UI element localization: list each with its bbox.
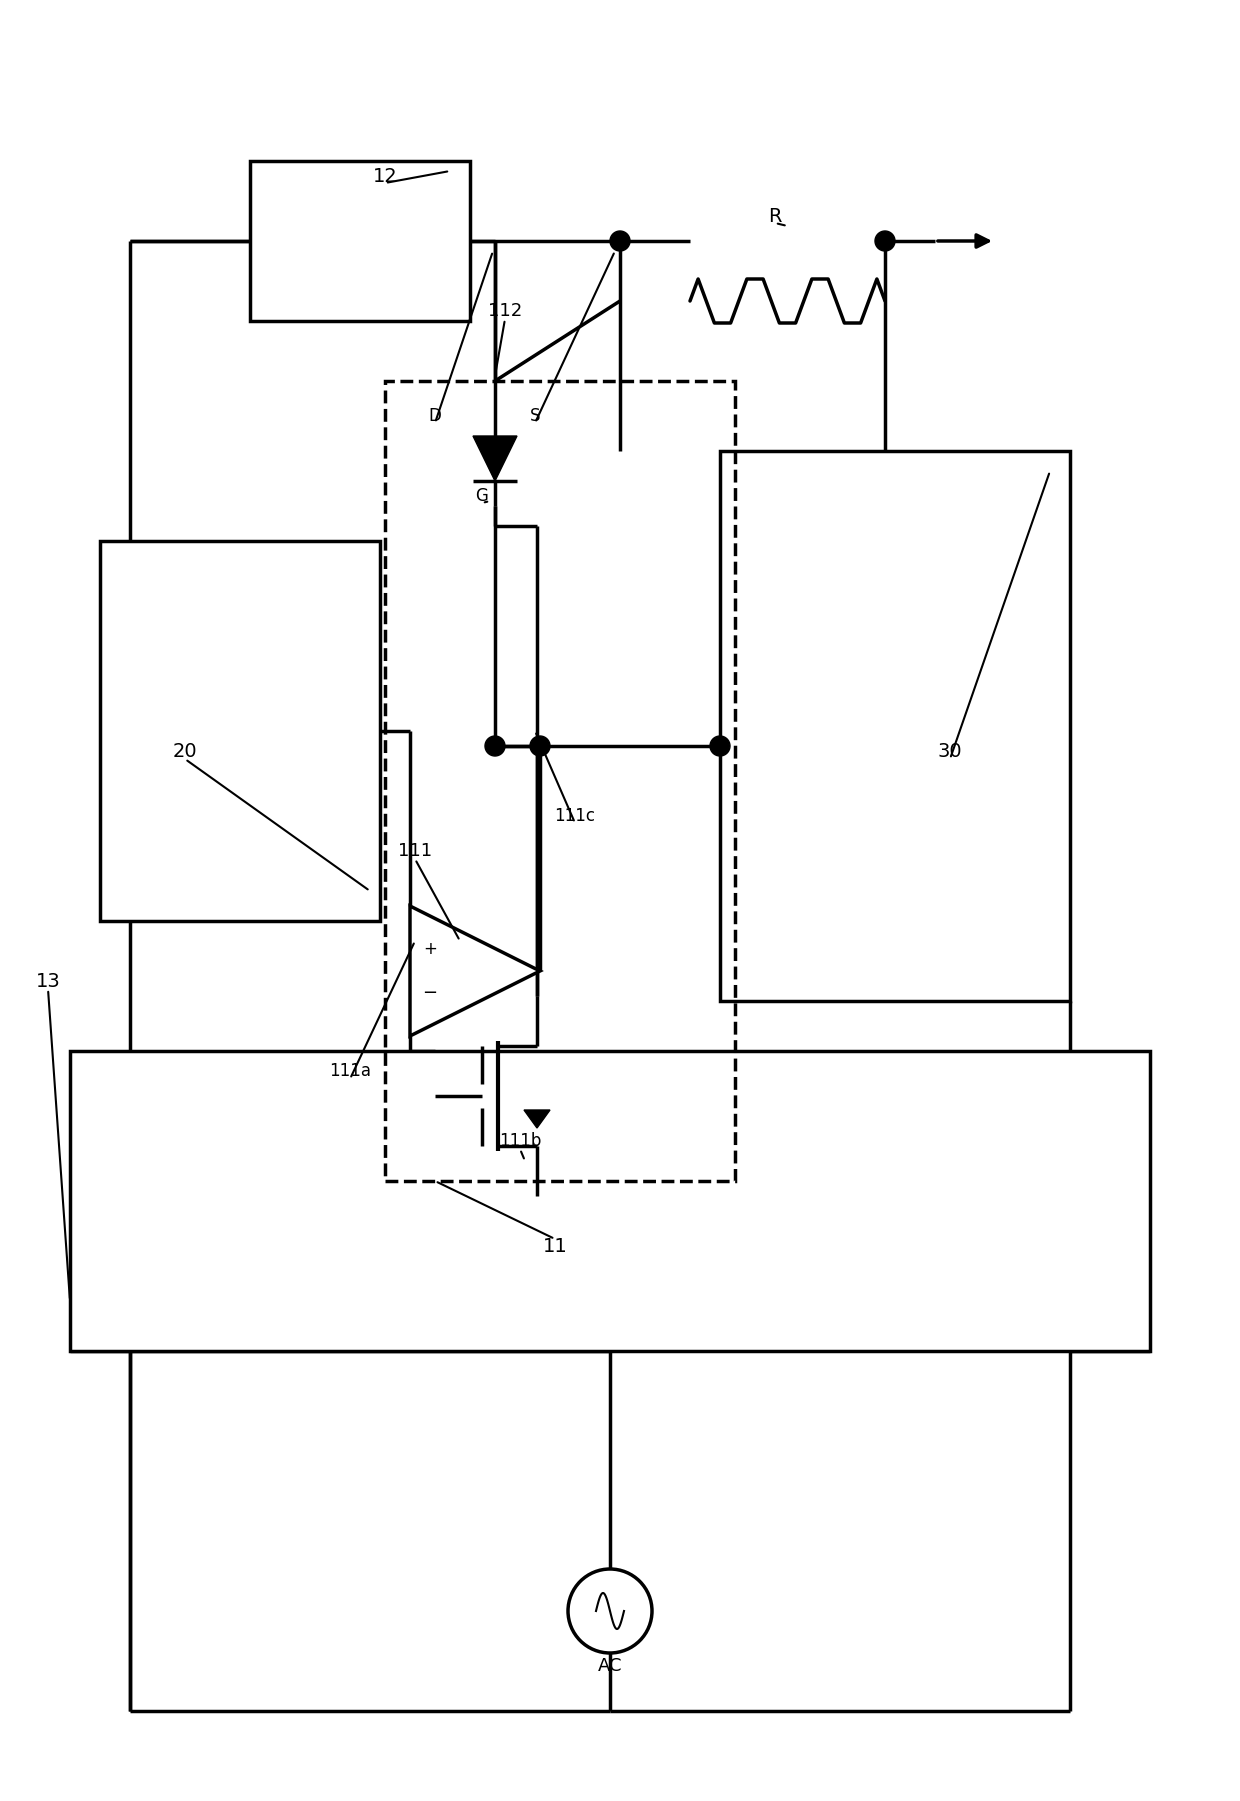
- Circle shape: [485, 737, 505, 756]
- Bar: [250, 160, 470, 321]
- Text: 111c: 111c: [554, 807, 595, 825]
- Text: G: G: [476, 486, 489, 504]
- Bar: [69, 1052, 1149, 1351]
- Text: 111b: 111b: [498, 1133, 541, 1151]
- Bar: [384, 382, 735, 1181]
- Polygon shape: [410, 906, 539, 1036]
- Polygon shape: [525, 1109, 551, 1127]
- Bar: [100, 540, 379, 920]
- Text: 111: 111: [398, 843, 432, 861]
- Text: AC: AC: [598, 1657, 622, 1675]
- Text: 30: 30: [937, 742, 962, 760]
- Text: 20: 20: [172, 742, 197, 760]
- Bar: [720, 450, 1070, 1001]
- Text: −: −: [423, 983, 438, 1001]
- Text: +: +: [423, 940, 436, 958]
- Polygon shape: [472, 436, 517, 481]
- Circle shape: [529, 737, 551, 756]
- Text: 13: 13: [36, 971, 61, 991]
- Circle shape: [711, 737, 730, 756]
- Circle shape: [875, 231, 895, 250]
- Text: 112: 112: [487, 303, 522, 321]
- Text: R: R: [769, 207, 781, 225]
- Text: S: S: [529, 407, 541, 425]
- Text: 11: 11: [543, 1237, 568, 1255]
- Text: D: D: [429, 407, 441, 425]
- Text: 111a: 111a: [329, 1063, 371, 1081]
- Text: 12: 12: [373, 166, 397, 186]
- Circle shape: [610, 231, 630, 250]
